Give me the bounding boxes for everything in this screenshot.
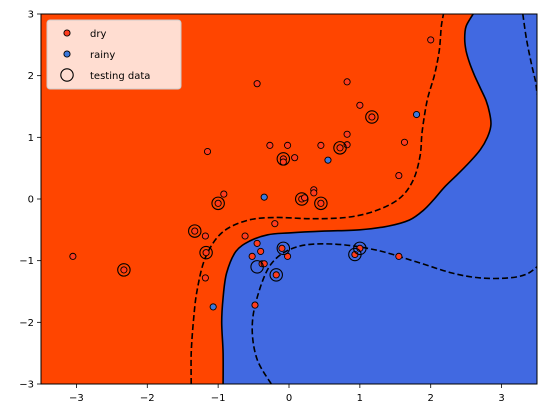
dry-point: [278, 244, 286, 252]
dry-point: [201, 274, 209, 282]
x-tick-label: −2: [140, 393, 155, 404]
margin-line-1: [190, 14, 445, 384]
y-axis: −3 −2 −1 0 1 2 3: [19, 10, 41, 391]
testing-data-point: [250, 260, 264, 274]
y-tick-label: 2: [28, 71, 34, 82]
rainy-region: [221, 14, 537, 384]
dry-point: [427, 36, 435, 44]
dry-point: [191, 227, 199, 235]
x-tick-label: −3: [69, 393, 84, 404]
dry-point: [336, 144, 344, 152]
dry-point: [317, 141, 325, 149]
rainy-point: [324, 156, 332, 164]
dry-point: [284, 141, 292, 149]
x-tick-label: 3: [498, 393, 504, 404]
legend: dry rainy testing data: [46, 19, 182, 90]
margin-lines: [190, 14, 537, 384]
dry-point: [248, 252, 256, 260]
dry-point: [356, 101, 364, 109]
dry-point: [317, 199, 325, 207]
legend-marker-dry: [63, 29, 71, 37]
y-tick-label: 0: [28, 195, 34, 206]
data-points: [69, 36, 435, 311]
y-tick-label: −1: [19, 256, 34, 267]
dry-point: [253, 239, 261, 247]
testing-data-point: [295, 192, 309, 206]
legend-box: [46, 19, 182, 90]
x-axis: −3 −2 −1 0 1 2 3: [69, 384, 505, 404]
testing-data-point: [314, 196, 328, 211]
dry-point: [368, 113, 376, 121]
testing-data-point: [365, 110, 379, 124]
decision-boundary-line: [220, 14, 492, 384]
legend-label: testing data: [90, 71, 150, 82]
testing-data-point: [276, 152, 291, 166]
dry-point: [257, 247, 265, 255]
dry-point: [253, 80, 261, 88]
margin-line-2: [251, 243, 537, 384]
x-tick-label: −1: [211, 393, 226, 404]
rainy-point: [209, 303, 217, 311]
dry-point: [272, 271, 280, 279]
dry-point: [203, 147, 212, 156]
testing-data-point: [211, 196, 225, 211]
legend-label: dry: [90, 29, 106, 40]
testing-data-point: [188, 224, 202, 238]
plot-area: [41, 14, 537, 384]
dry-point: [220, 190, 228, 198]
testing-data-point: [117, 263, 131, 277]
dry-point: [343, 78, 351, 86]
dry-point: [202, 249, 210, 257]
x-tick-label: 2: [428, 393, 434, 404]
rainy-point: [412, 110, 421, 119]
dry-point: [241, 232, 249, 240]
dry-point: [310, 189, 318, 197]
testing-data-point: [353, 241, 367, 256]
dry-point: [271, 220, 279, 228]
y-tick-label: 1: [28, 133, 34, 144]
y-tick-label: −2: [19, 318, 34, 329]
dry-point: [395, 252, 403, 260]
y-tick-label: −3: [19, 380, 34, 391]
dry-point: [291, 154, 299, 162]
dry-point: [266, 141, 274, 149]
rainy-point: [260, 193, 268, 201]
legend-label: rainy: [90, 50, 115, 61]
legend-marker-rainy: [63, 50, 71, 58]
dry-point: [201, 232, 209, 240]
testing-data-point: [269, 268, 283, 282]
margin-line-3: [522, 14, 537, 95]
x-tick-label: 0: [286, 393, 292, 404]
dry-point: [251, 301, 259, 309]
testing-data-point: [199, 245, 213, 260]
dry-point: [343, 130, 351, 138]
y-tick-label: 3: [28, 10, 34, 21]
testing-data-point: [276, 241, 291, 256]
testing-data-point: [333, 141, 347, 155]
dry-point: [395, 172, 403, 180]
x-tick-label: 1: [357, 393, 363, 404]
dry-point: [120, 266, 128, 274]
legend-marker-testing-data: [60, 68, 74, 82]
dry-point: [69, 252, 77, 260]
dry-point: [214, 199, 222, 207]
dry-point: [400, 138, 409, 146]
